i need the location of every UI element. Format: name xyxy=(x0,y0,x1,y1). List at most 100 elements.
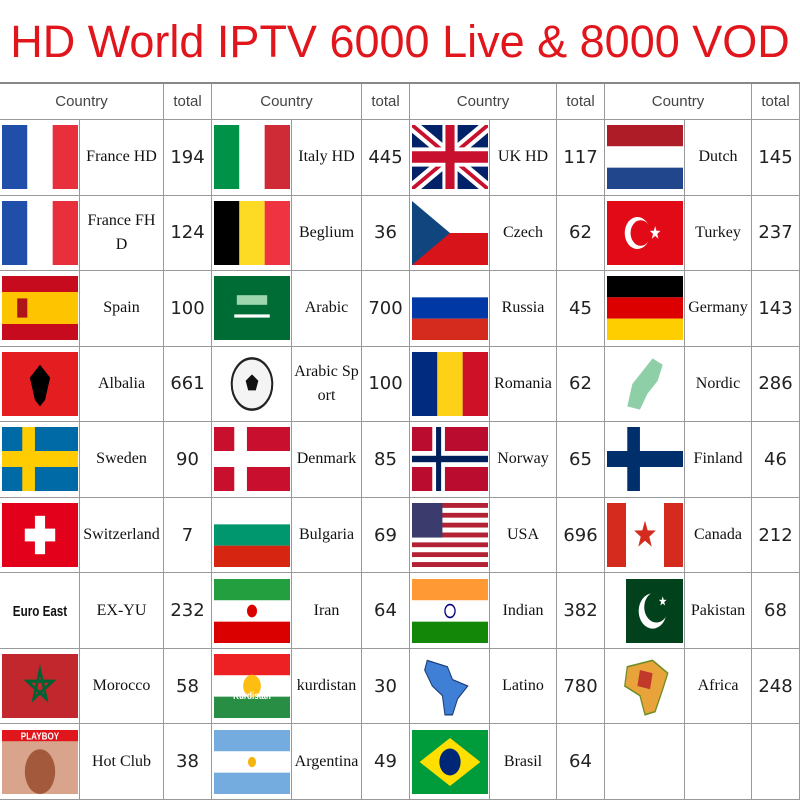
flag xyxy=(606,578,683,643)
country-name: Norway xyxy=(490,422,557,498)
total: 38 xyxy=(164,724,212,800)
flag xyxy=(1,351,78,416)
flag-cell xyxy=(605,422,685,498)
header-total: total xyxy=(557,84,605,120)
flag-cell xyxy=(212,195,292,272)
country-name: Turkey xyxy=(685,195,752,272)
total: 145 xyxy=(752,120,800,196)
country-name: Romania xyxy=(490,346,557,423)
total: 100 xyxy=(362,346,410,423)
flag-cell xyxy=(410,573,490,649)
total: 49 xyxy=(362,724,410,800)
flag xyxy=(411,578,488,643)
country-name: Africa xyxy=(685,648,752,725)
country-name: Denmark xyxy=(292,422,362,498)
flag xyxy=(1,654,78,719)
flag xyxy=(213,125,290,190)
total: 36 xyxy=(362,195,410,272)
title: HD World IPTV 6000 Live & 8000 VOD xyxy=(0,0,800,84)
flag xyxy=(411,729,488,794)
header-total: total xyxy=(752,84,800,120)
flag xyxy=(1,276,78,341)
total: 62 xyxy=(557,195,605,272)
total: 143 xyxy=(752,271,800,347)
country-name: Iran xyxy=(292,573,362,649)
flag xyxy=(1,503,78,568)
flag-cell xyxy=(0,195,80,272)
flag-cell xyxy=(605,120,685,196)
flag-cell xyxy=(212,422,292,498)
flag-cell xyxy=(410,724,490,800)
flag xyxy=(411,276,488,341)
total: 90 xyxy=(164,422,212,498)
flag: Euro East xyxy=(1,578,78,643)
country-name: kurdistan xyxy=(292,648,362,725)
total: 64 xyxy=(362,573,410,649)
total: 68 xyxy=(752,573,800,649)
flag-cell xyxy=(605,573,685,649)
total: 696 xyxy=(557,497,605,574)
country-name: Germany xyxy=(685,271,752,347)
flag-cell xyxy=(605,497,685,574)
country-name: UK HD xyxy=(490,120,557,196)
flag xyxy=(606,276,683,341)
flag-cell xyxy=(410,195,490,272)
header-total: total xyxy=(164,84,212,120)
flag xyxy=(411,503,488,568)
flag xyxy=(606,200,683,265)
flag-cell: Kurdistan xyxy=(212,648,292,725)
country-name: Arabic Sport xyxy=(292,346,362,423)
country-name: Sweden xyxy=(80,422,164,498)
flag-cell xyxy=(410,497,490,574)
flag xyxy=(213,578,290,643)
country-name: Hot Club xyxy=(80,724,164,800)
total: 62 xyxy=(557,346,605,423)
country-name: Spain xyxy=(80,271,164,347)
flag-cell xyxy=(410,271,490,347)
flag-cell xyxy=(605,724,685,800)
country-name: Canada xyxy=(685,497,752,574)
flag-cell xyxy=(212,573,292,649)
flag xyxy=(411,427,488,492)
flag: Kurdistan xyxy=(213,654,290,719)
flag-cell xyxy=(410,648,490,725)
flag-cell xyxy=(0,120,80,196)
country-name: Nordic xyxy=(685,346,752,423)
flag xyxy=(213,503,290,568)
flag-text: Euro East xyxy=(12,602,67,619)
flag-cell xyxy=(605,648,685,725)
country-name: Indian xyxy=(490,573,557,649)
country-name: Argentina xyxy=(292,724,362,800)
flag xyxy=(1,200,78,265)
total: 30 xyxy=(362,648,410,725)
flag xyxy=(606,654,683,719)
flag xyxy=(411,351,488,416)
total: 382 xyxy=(557,573,605,649)
total: 780 xyxy=(557,648,605,725)
flag-cell xyxy=(410,346,490,423)
flag xyxy=(606,351,683,416)
country-name: France HD xyxy=(80,120,164,196)
empty-cell xyxy=(685,724,752,800)
country-name: Russia xyxy=(490,271,557,347)
flag xyxy=(606,427,683,492)
flag-cell xyxy=(212,497,292,574)
empty-cell xyxy=(752,724,800,800)
flag-cell xyxy=(0,497,80,574)
flag: PLAYBOY xyxy=(1,729,78,794)
total: 700 xyxy=(362,271,410,347)
header-country: Country xyxy=(605,84,752,120)
total: 117 xyxy=(557,120,605,196)
total: 69 xyxy=(362,497,410,574)
flag-cell: Euro East xyxy=(0,573,80,649)
total: 212 xyxy=(752,497,800,574)
total: 45 xyxy=(557,271,605,347)
flag xyxy=(606,503,683,568)
flag xyxy=(213,276,290,341)
total: 46 xyxy=(752,422,800,498)
country-name: Finland xyxy=(685,422,752,498)
country-name: France FHD xyxy=(80,195,164,272)
total: 64 xyxy=(557,724,605,800)
header-country: Country xyxy=(410,84,557,120)
total: 65 xyxy=(557,422,605,498)
